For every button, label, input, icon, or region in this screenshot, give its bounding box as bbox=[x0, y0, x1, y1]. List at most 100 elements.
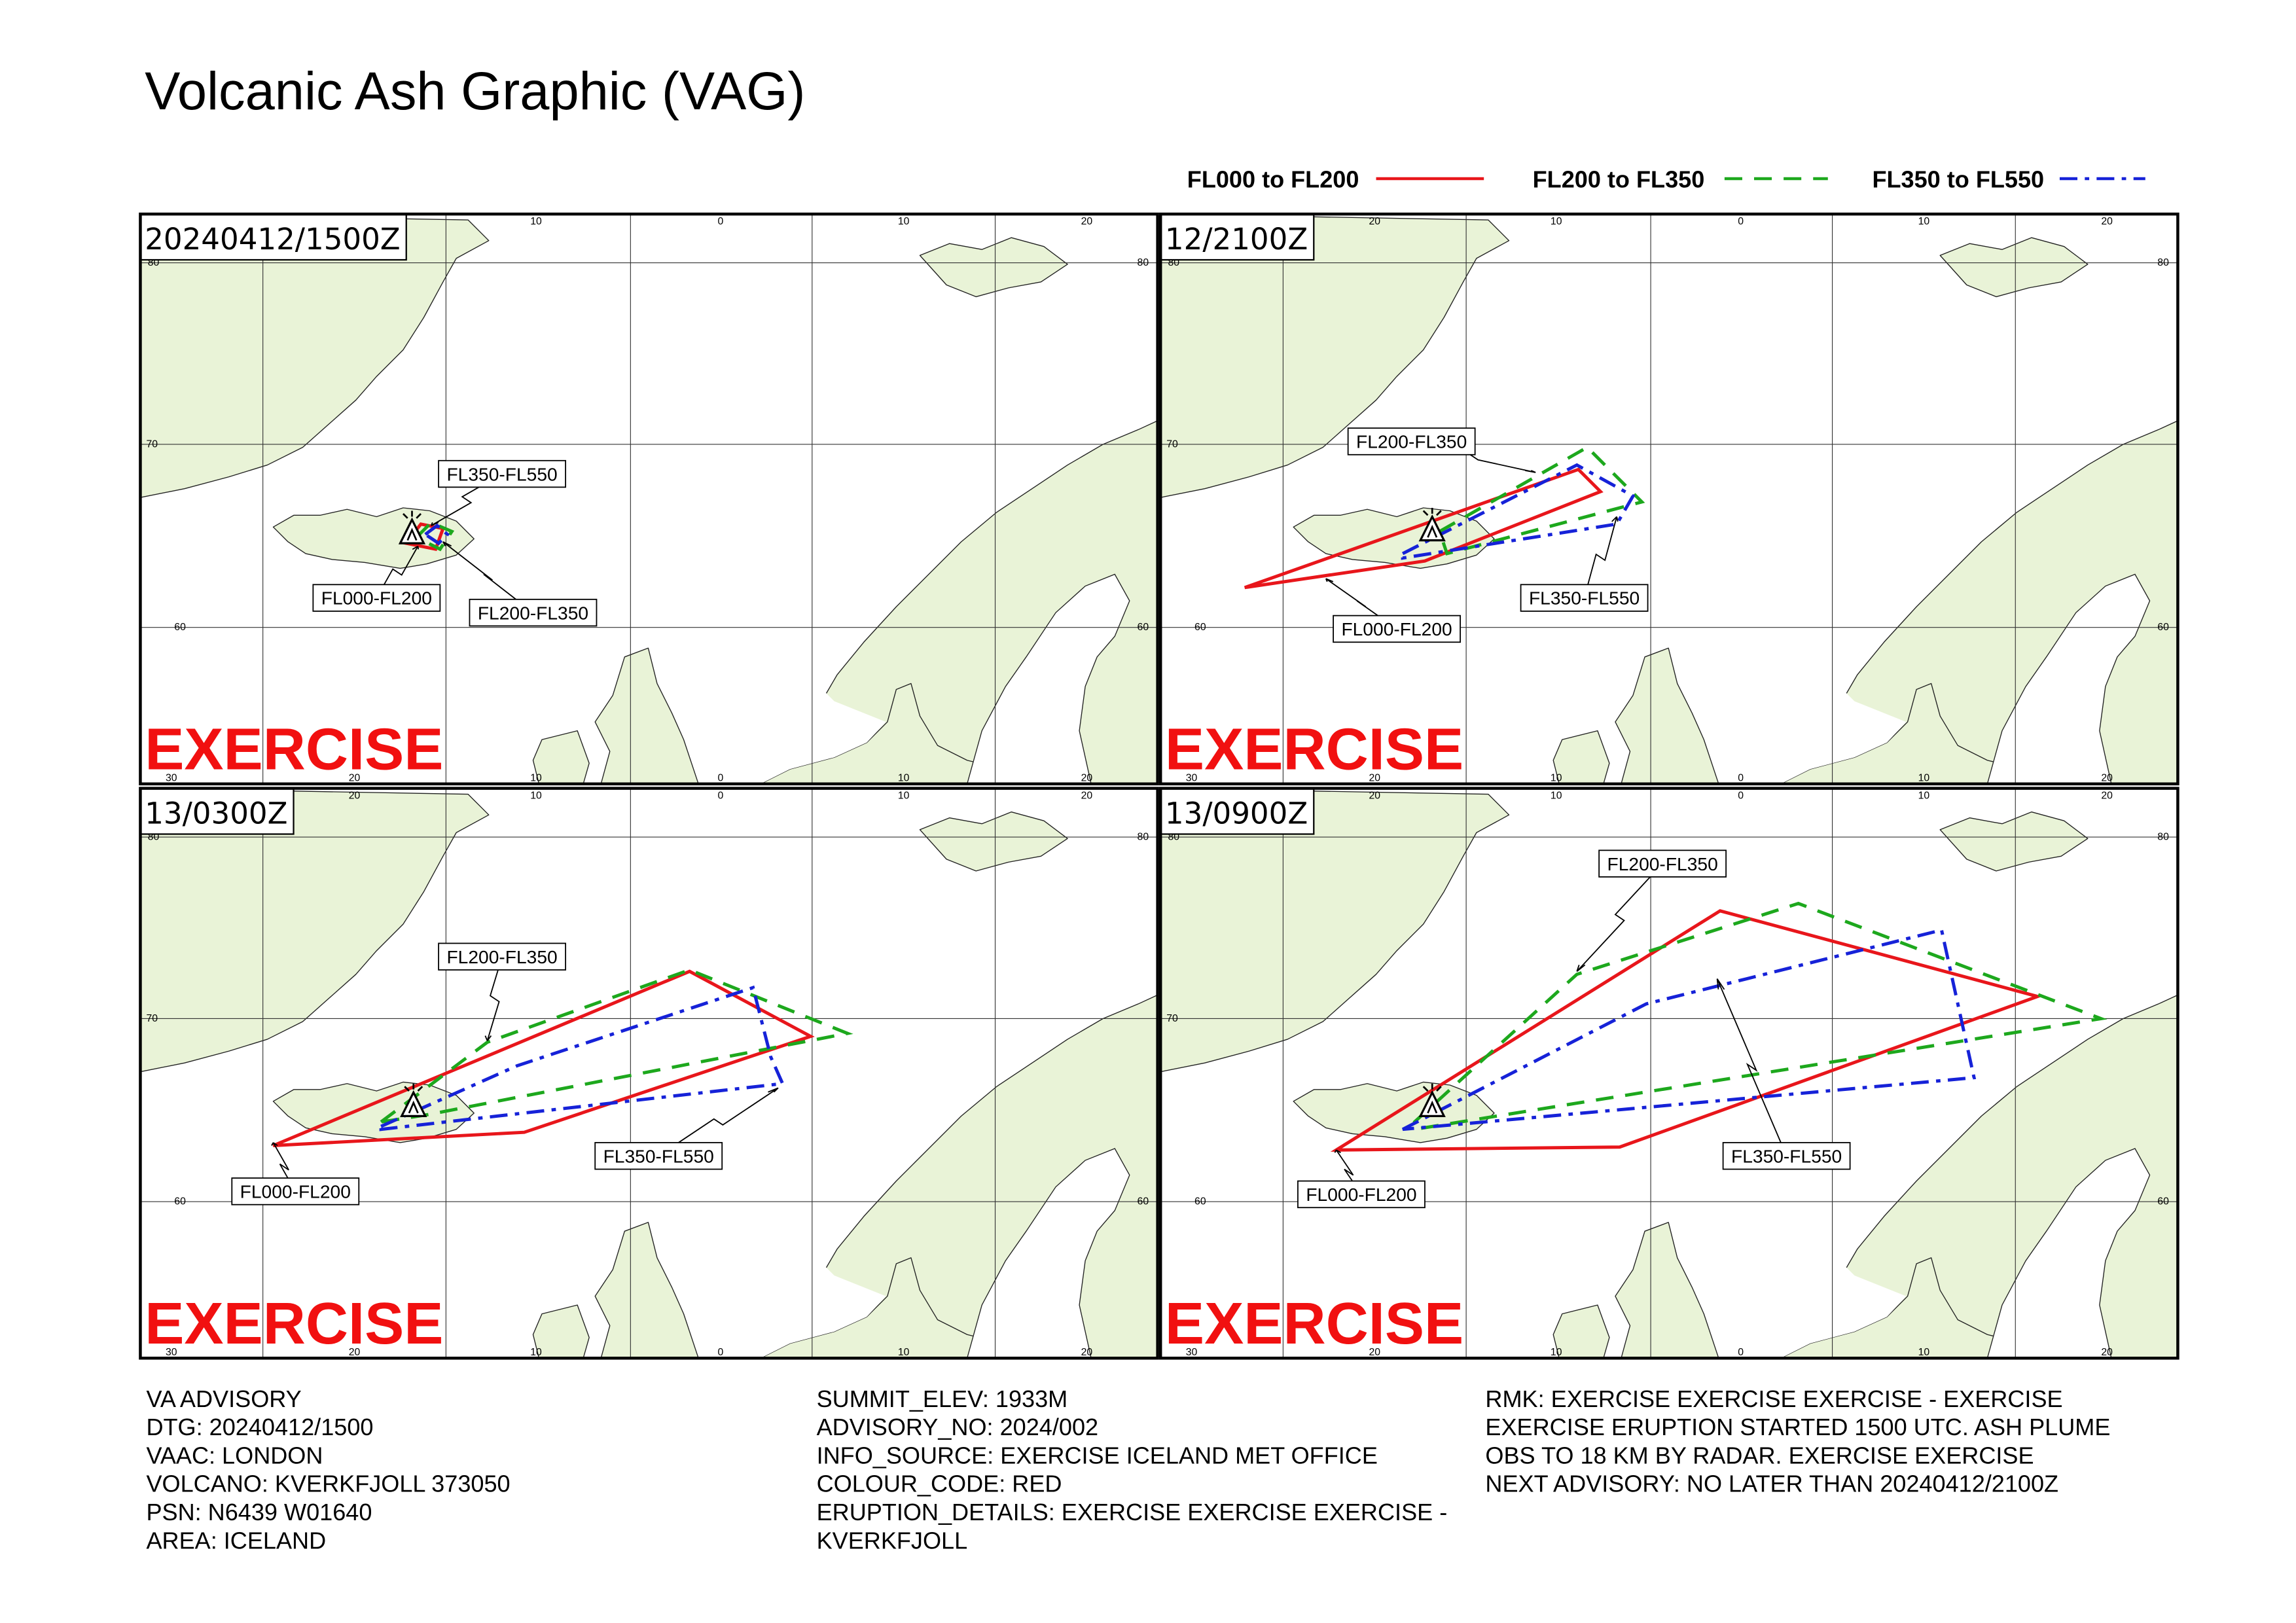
valid-time: 13/0900Z bbox=[1165, 796, 1308, 831]
ash-cloud bbox=[1401, 463, 1636, 560]
ash-cloud bbox=[422, 523, 450, 546]
leader-arrow bbox=[1334, 1149, 1341, 1154]
lon-label: 0 bbox=[718, 790, 724, 801]
ash-cloud bbox=[1412, 901, 2108, 1132]
time-box bbox=[140, 214, 407, 261]
map-layer bbox=[140, 214, 1158, 784]
map-panel: 201001020302010010208070608060FL000-FL20… bbox=[140, 214, 1158, 784]
lon-label: 20 bbox=[2101, 772, 2113, 783]
legend-label: FL000 to FL200 bbox=[1187, 166, 1359, 192]
leader-arrow bbox=[1611, 516, 1619, 522]
lon-label: 0 bbox=[718, 216, 724, 227]
ash-cloud bbox=[272, 969, 815, 1147]
advisory-line: VA ADVISORY bbox=[146, 1385, 301, 1412]
leader-arrow bbox=[1576, 964, 1586, 972]
leader-arrow bbox=[1716, 978, 1725, 990]
lat-label: 80 bbox=[2157, 832, 2169, 843]
label-box bbox=[231, 1177, 360, 1205]
advisory-line: EXERCISE ERUPTION STARTED 1500 UTC. ASH … bbox=[1485, 1414, 2110, 1440]
leader-line bbox=[442, 541, 534, 613]
lat-label: 80 bbox=[1138, 832, 1149, 843]
label-box bbox=[1598, 849, 1727, 878]
volcano-plume bbox=[403, 510, 422, 541]
time-box bbox=[140, 788, 295, 835]
lon-label: 20 bbox=[2101, 216, 2113, 227]
lon-label: 20 bbox=[1369, 790, 1380, 801]
lon-label: 20 bbox=[349, 1347, 361, 1358]
lat-label: 70 bbox=[146, 439, 158, 450]
lon-label: 10 bbox=[898, 1347, 910, 1358]
label-box bbox=[469, 598, 598, 627]
exercise-watermark: EXERCISE bbox=[1165, 716, 1463, 782]
lon-label: 0 bbox=[1738, 772, 1744, 783]
lat-label: 70 bbox=[1166, 1013, 1178, 1024]
cloud-label: FL350-FL550 bbox=[1529, 588, 1640, 609]
label-box bbox=[1347, 427, 1476, 455]
map-layer bbox=[1160, 214, 2178, 784]
lon-label: 10 bbox=[1918, 1347, 1930, 1358]
advisory-line: INFO_SOURCE: EXERCISE ICELAND MET OFFICE bbox=[817, 1442, 1378, 1469]
lon-label: 10 bbox=[898, 772, 910, 783]
lon-label: 0 bbox=[1738, 790, 1744, 801]
advisory-line: COLOUR_CODE: RED bbox=[817, 1471, 1062, 1497]
lon-label: 20 bbox=[349, 790, 361, 801]
advisory-line: AREA: ICELAND bbox=[146, 1527, 326, 1554]
lon-label: 10 bbox=[1918, 790, 1930, 801]
leader-arrow bbox=[484, 1035, 492, 1041]
lon-label: 10 bbox=[1551, 216, 1562, 227]
lon-label: 20 bbox=[1081, 216, 1093, 227]
leader-arrow bbox=[1325, 578, 1334, 582]
lat-label: 60 bbox=[2157, 622, 2169, 633]
panel-border bbox=[139, 212, 1159, 786]
lon-label: 30 bbox=[1186, 1347, 1198, 1358]
lon-label: 10 bbox=[1918, 216, 1930, 227]
cloud-label: FL200-FL350 bbox=[1607, 853, 1718, 874]
panel-border bbox=[139, 787, 1159, 1360]
lon-label: 10 bbox=[898, 790, 910, 801]
cloud-label: FL000-FL200 bbox=[1306, 1184, 1416, 1205]
lon-label: 10 bbox=[898, 216, 910, 227]
lat-label: 60 bbox=[1138, 622, 1149, 633]
valid-time: 20240412/1500Z bbox=[145, 222, 401, 257]
leader-line bbox=[1716, 978, 1787, 1156]
exercise-watermark: EXERCISE bbox=[145, 716, 443, 782]
lon-label: 10 bbox=[530, 790, 542, 801]
leader-arrow bbox=[430, 522, 439, 526]
lat-label: 70 bbox=[146, 1013, 158, 1024]
lat-label: 60 bbox=[174, 622, 186, 633]
lat-label: 60 bbox=[1138, 1196, 1149, 1207]
cloud-label: FL000-FL200 bbox=[321, 588, 432, 609]
lon-label: 20 bbox=[1369, 216, 1380, 227]
cloud-label: FL350-FL550 bbox=[603, 1145, 714, 1166]
advisory-line: DTG: 20240412/1500 bbox=[146, 1414, 373, 1440]
exercise-watermark: EXERCISE bbox=[1165, 1291, 1463, 1357]
lat-label: 80 bbox=[1138, 257, 1149, 268]
leader-line bbox=[1583, 516, 1618, 598]
lat-label: 60 bbox=[1194, 622, 1206, 633]
lon-label: 0 bbox=[1738, 1347, 1744, 1358]
legend-label: FL200 to FL350 bbox=[1533, 166, 1705, 192]
cloud-label: FL000-FL200 bbox=[240, 1181, 351, 1202]
leader-line bbox=[1325, 578, 1397, 630]
ash-cloud bbox=[1330, 909, 2043, 1152]
lon-label: 20 bbox=[2101, 790, 2113, 801]
lon-label: 10 bbox=[1551, 1347, 1562, 1358]
leader-arrow bbox=[271, 1142, 278, 1147]
lon-label: 10 bbox=[1551, 772, 1562, 783]
exercise-watermark: EXERCISE bbox=[145, 1291, 443, 1357]
lon-label: 30 bbox=[1186, 772, 1198, 783]
lat-label: 80 bbox=[2157, 257, 2169, 268]
cloud-label: FL200-FL350 bbox=[446, 946, 557, 967]
time-box bbox=[1160, 788, 1315, 835]
lon-label: 0 bbox=[1738, 216, 1744, 227]
leader-line bbox=[1576, 863, 1663, 972]
ash-cloud bbox=[1437, 445, 1645, 556]
lat-label: 70 bbox=[1166, 439, 1178, 450]
label-box bbox=[1520, 584, 1649, 612]
lat-label: 60 bbox=[2157, 1196, 2169, 1207]
lon-label: 10 bbox=[530, 1347, 542, 1358]
lon-label: 20 bbox=[1081, 772, 1093, 783]
